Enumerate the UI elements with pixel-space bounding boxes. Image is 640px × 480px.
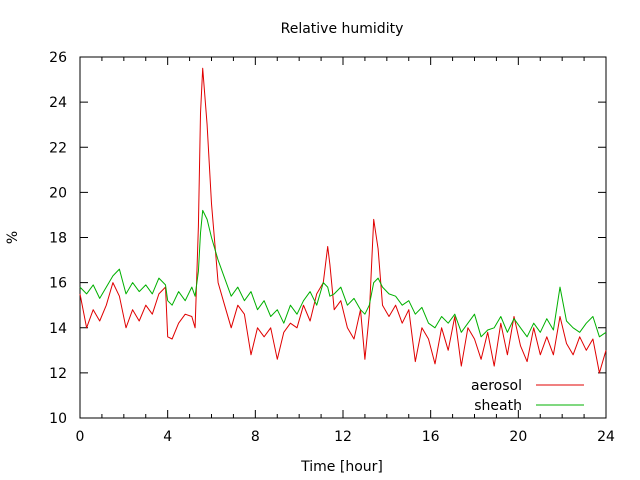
y-tick-label: 10 [49, 411, 67, 427]
y-tick-label: 20 [49, 185, 67, 201]
series-line-aerosol [79, 67, 607, 374]
x-axis-label: Time [hour] [300, 459, 383, 475]
x-tick-label: 24 [597, 429, 615, 445]
chart-title: Relative humidity [281, 21, 404, 37]
y-tick-label: 24 [49, 95, 67, 111]
y-tick-label: 18 [49, 231, 67, 247]
axis-ticks: 0 4 8 12 16 20 24 10 12 14 16 18 20 22 24 26 [49, 50, 615, 445]
x-tick-label: 20 [509, 429, 527, 445]
y-axis-label: % [5, 231, 21, 244]
legend-label-aerosol: aerosol [471, 378, 522, 394]
x-tick-label: 12 [334, 429, 352, 445]
x-tick-label: 16 [422, 429, 440, 445]
legend-label-sheath: sheath [474, 398, 522, 414]
legend: aerosol sheath [471, 378, 584, 414]
y-tick-label: 12 [49, 366, 67, 382]
series-layer [79, 67, 607, 374]
plot-frame [79, 56, 607, 419]
x-tick-label: 8 [251, 429, 260, 445]
x-tick-label: 0 [76, 429, 85, 445]
x-tick-label: 4 [163, 429, 172, 445]
y-tick-label: 22 [49, 140, 67, 156]
y-tick-label: 16 [49, 276, 67, 292]
y-tick-label: 26 [49, 50, 67, 66]
series-line-sheath [79, 209, 607, 338]
y-tick-label: 14 [49, 321, 67, 337]
